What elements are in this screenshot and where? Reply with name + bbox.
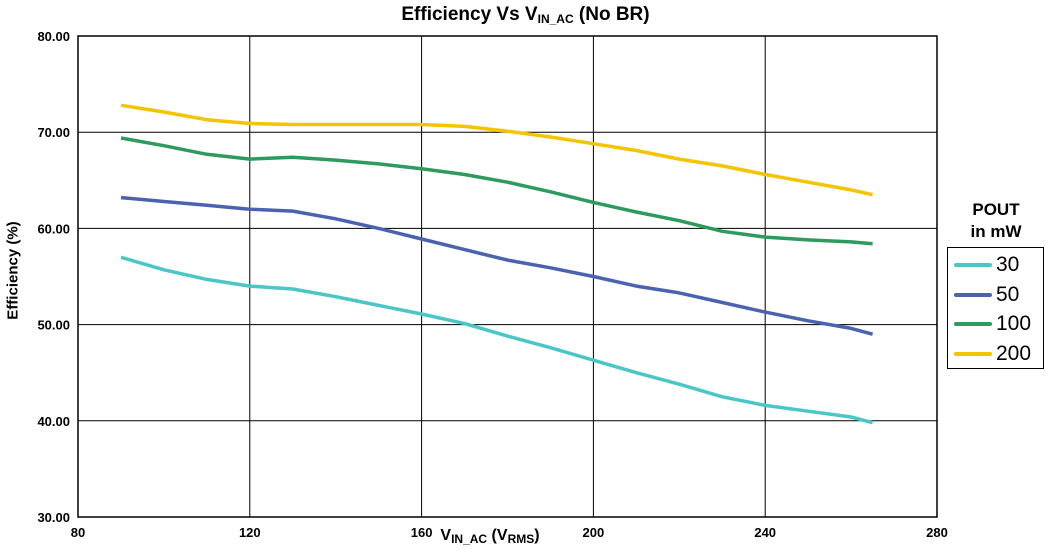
title-tail: (No BR) [573,4,650,25]
xlabel-mid: (V [487,527,508,544]
x-tick-label: 120 [239,525,261,540]
y-tick-label: 80.00 [37,29,70,44]
legend-item-30: 30 [948,250,1043,280]
y-tick-label: 30.00 [37,510,70,525]
title-subscript: IN_AC [537,12,574,26]
chart-title: Efficiency Vs VIN_AC (No BR) [0,4,1051,26]
x-tick-label: 200 [583,525,605,540]
series-line-30 [120,255,874,425]
series-line-100 [120,136,873,246]
series-line-50 [120,195,874,336]
y-tick-label: 70.00 [37,125,70,140]
y-tick-label: 40.00 [37,414,70,429]
series-line-200 [120,103,873,197]
title-text: Efficiency Vs V [401,4,538,25]
legend-title: POUT in mW [950,199,1042,243]
legend: 30 50 100 200 [947,247,1044,369]
legend-label: 50 [996,282,1020,306]
x-tick-label: 280 [926,525,948,540]
xlabel-text: V [440,527,452,544]
legend-swatch [954,351,992,356]
plot-border [77,35,938,518]
legend-label: 100 [996,312,1032,335]
legend-title-line2: in mW [970,222,1022,241]
y-tick-label: 60.00 [37,221,70,236]
legend-item-200: 200 [948,339,1043,369]
xlabel-subscript-2: RMS [507,532,535,546]
legend-label: 30 [996,253,1020,276]
xlabel-tail: ) [534,527,540,544]
legend-item-100: 100 [948,309,1043,339]
x-tick-label: 240 [754,525,776,540]
x-axis-label: VIN_AC (VRMS) [380,527,600,546]
x-tick-label: 160 [411,525,433,540]
legend-title-line1: POUT [972,200,1020,219]
legend-swatch [954,292,992,297]
y-axis-label: Efficiency (%) [4,221,22,320]
xlabel-subscript: IN_AC [451,532,488,546]
y-tick-label: 50.00 [37,318,70,333]
x-tick-label: 80 [71,525,85,540]
legend-swatch [954,263,992,267]
legend-item-50: 50 [948,280,1043,310]
legend-label: 200 [996,341,1032,365]
legend-swatch [954,322,992,326]
